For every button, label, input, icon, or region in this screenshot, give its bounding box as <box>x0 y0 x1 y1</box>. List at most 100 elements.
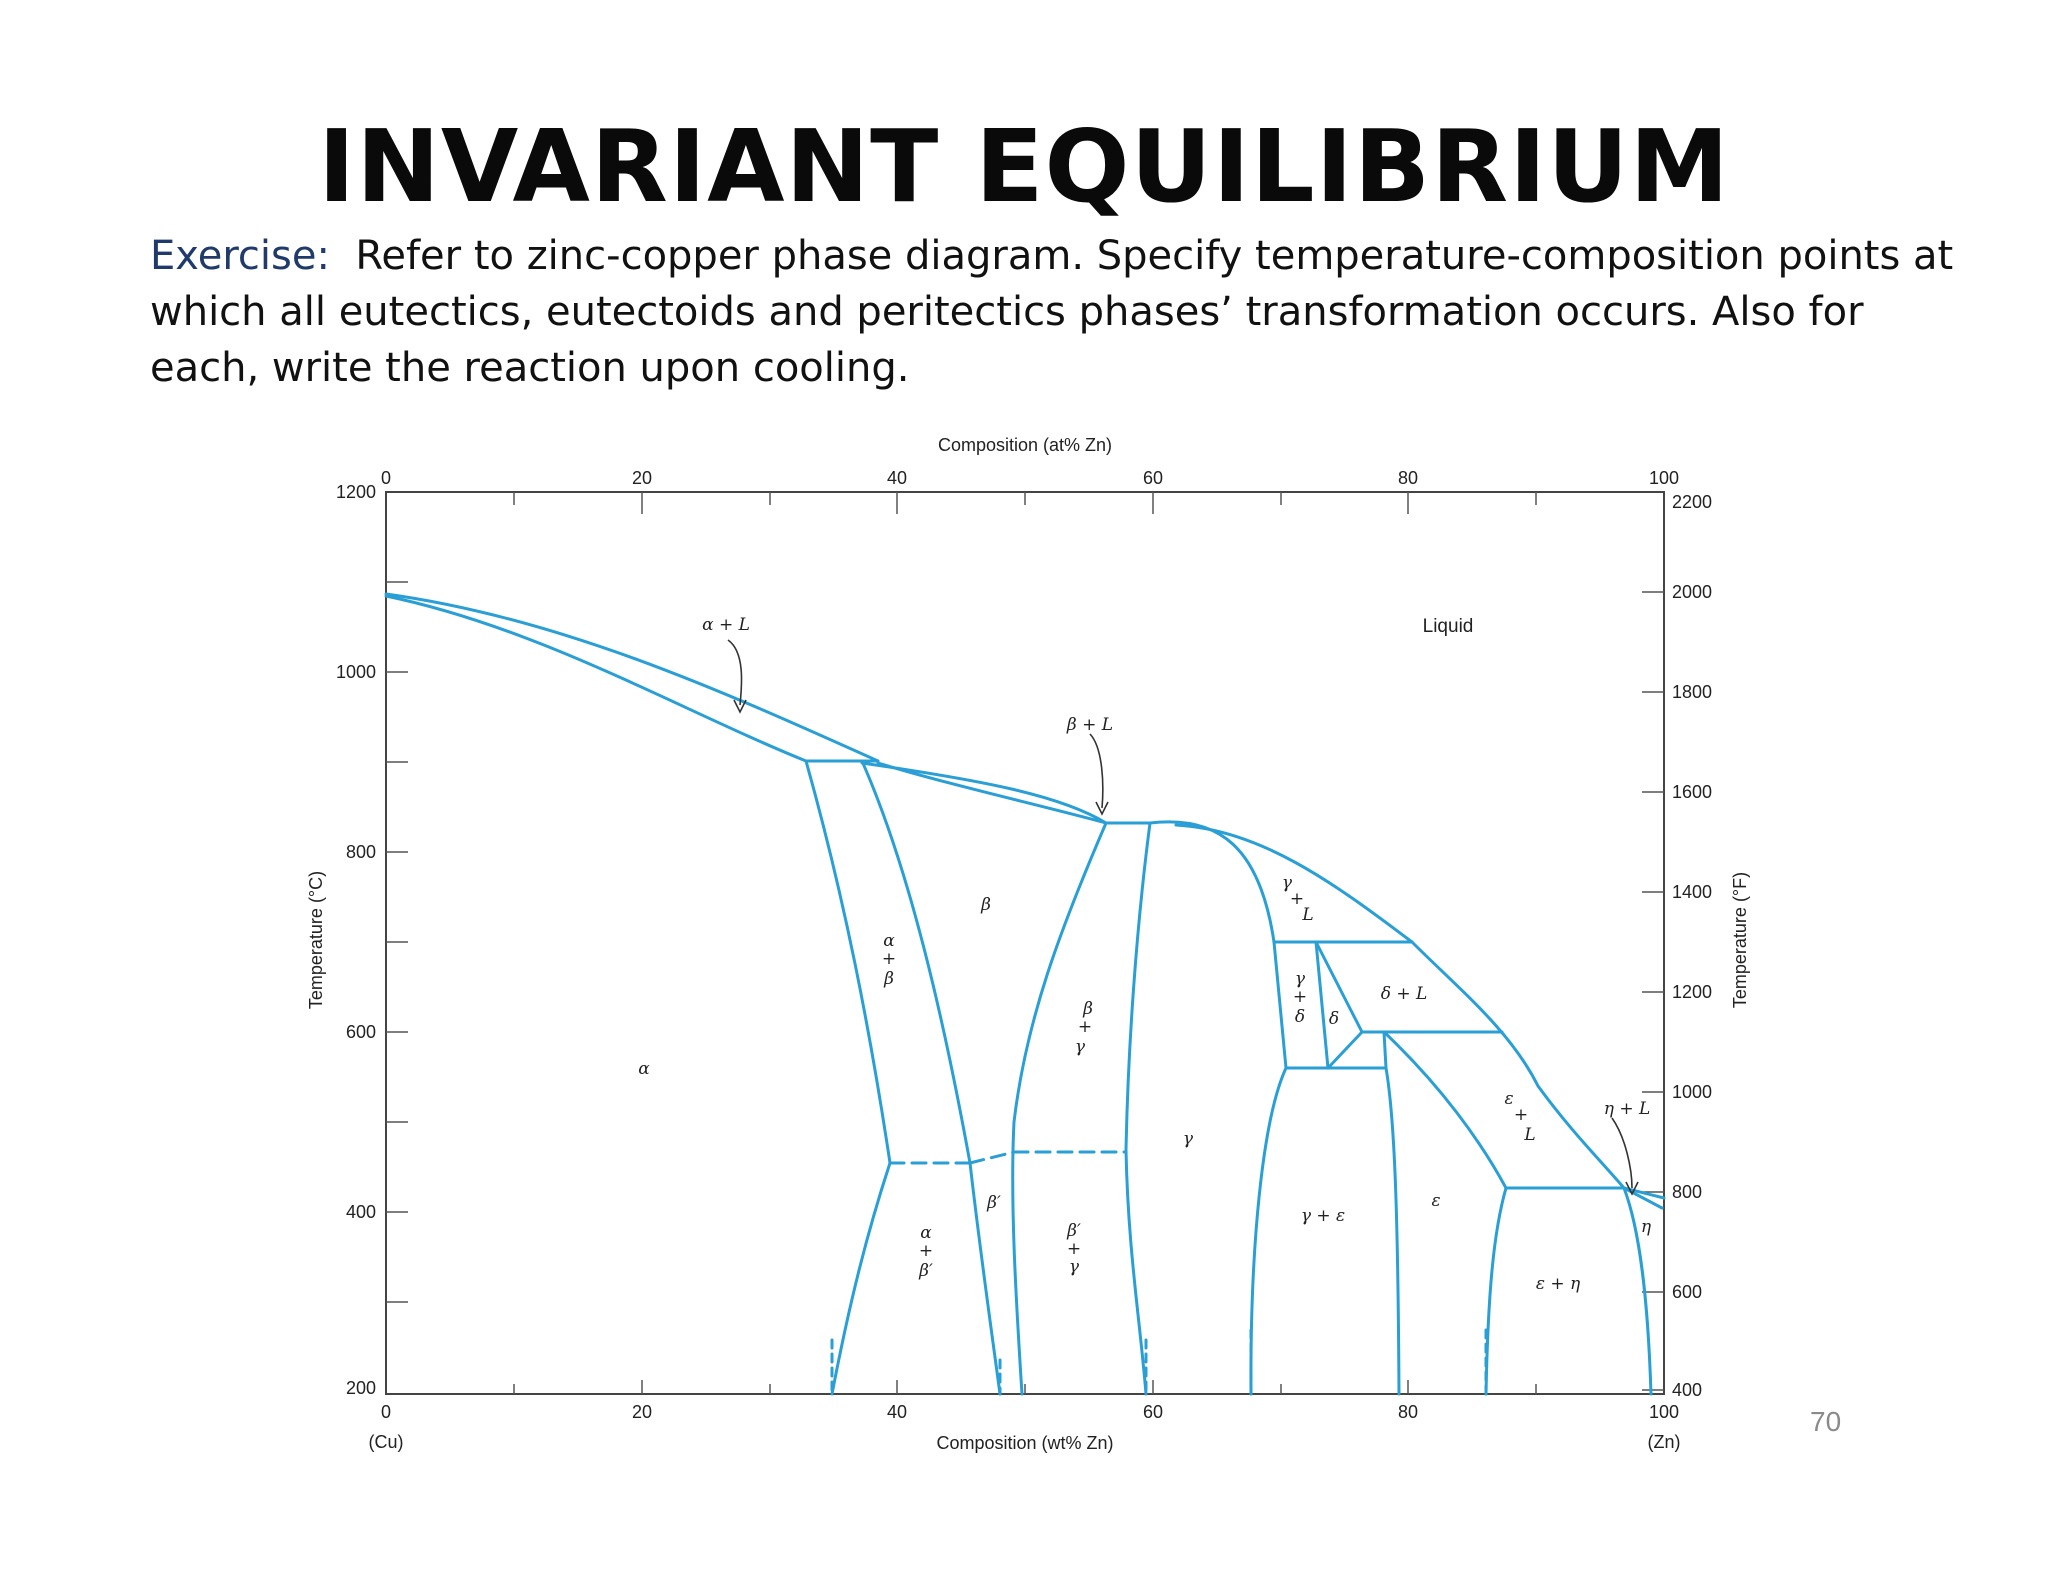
beta-L-pointer <box>1089 733 1104 809</box>
bottom-tick-label: 80 <box>1398 1402 1418 1422</box>
right-tick-label: 800 <box>1672 1182 1702 1202</box>
epsilon-liquid-solidus <box>1382 1030 1508 1190</box>
solidus-gamma <box>1148 820 1276 944</box>
top-axis-title: Composition (at% Zn) <box>938 435 1112 455</box>
label-alpha-beta-prime-3: β′ <box>918 1261 933 1281</box>
liquidus-alpha <box>384 592 880 763</box>
exercise-label: Exercise: <box>150 233 330 279</box>
right-tick-label: 2000 <box>1672 582 1712 602</box>
alpha-L-arrowhead <box>733 699 747 714</box>
order-transition-beta <box>968 1150 1016 1165</box>
left-tick-labels: 1200 1000 800 600 400 200 <box>336 482 376 1398</box>
top-tick-label: 0 <box>381 468 391 488</box>
label-beta-gamma-1: β <box>1082 999 1093 1019</box>
label-beta-prime-gamma-3: γ <box>1069 1257 1080 1277</box>
right-tick-label: 1400 <box>1672 882 1712 902</box>
eta-L-pointer <box>1611 1117 1633 1189</box>
phase-boundaries <box>384 592 1666 1396</box>
epsilon-eta-boundary <box>1484 1186 1508 1396</box>
label-epsilon-eta: ε + η <box>1536 1274 1581 1294</box>
right-axis-title: Temperature (°F) <box>1730 872 1750 1008</box>
label-beta-prime: β′ <box>986 1193 1001 1213</box>
right-tick-label: 1800 <box>1672 682 1712 702</box>
bottom-tick-label: 100 <box>1649 1402 1679 1422</box>
bottom-tick-label: 20 <box>632 1402 652 1422</box>
label-alpha-beta-prime-2: + <box>919 1241 933 1261</box>
left-tick-label: 800 <box>346 842 376 862</box>
bottom-tick-labels: 0 20 40 60 80 100 (Cu) (Zn) <box>369 1402 1681 1452</box>
label-alpha-beta-1: α <box>883 931 895 951</box>
label-beta-gamma-3: γ <box>1075 1037 1086 1057</box>
left-tick-label: 1000 <box>336 662 376 682</box>
solidus-alpha <box>384 594 808 763</box>
label-alpha: α <box>638 1059 650 1079</box>
label-eta-L: η + L <box>1604 1099 1651 1119</box>
solidus-beta <box>876 761 1108 825</box>
eta-L-arrowhead <box>1625 1181 1639 1196</box>
right-tick-label: 1200 <box>1672 982 1712 1002</box>
label-epsilon-L-2: + <box>1514 1105 1528 1125</box>
label-alpha-beta-2: + <box>882 949 896 969</box>
exercise-text: Refer to zinc-copper phase diagram. Spec… <box>150 233 1954 391</box>
right-tick-label: 2200 <box>1672 492 1712 512</box>
bottom-tick-label: 0 <box>381 1402 391 1422</box>
top-tick-label: 20 <box>632 468 652 488</box>
label-gamma-delta-2: + <box>1293 987 1307 1007</box>
top-tick-label: 100 <box>1649 468 1679 488</box>
beta-gamma-left <box>1011 821 1108 1396</box>
left-tick-label: 600 <box>346 1022 376 1042</box>
epsilon-gamma-upper <box>1382 1030 1388 1070</box>
gamma-epsilon-left <box>1249 1066 1288 1396</box>
label-gamma-delta-3: δ <box>1295 1007 1305 1027</box>
label-beta-prime-gamma-1: β′ <box>1066 1221 1081 1241</box>
label-beta-L: β + L <box>1066 715 1113 735</box>
beta-L-arrowhead <box>1095 801 1109 816</box>
label-alpha-L: α + L <box>702 615 750 635</box>
label-alpha-beta-3: β <box>883 969 894 989</box>
label-alpha-beta-prime-1: α <box>920 1223 932 1243</box>
delta-boundary-right-upper <box>1314 940 1364 1034</box>
label-gamma: γ <box>1183 1129 1194 1149</box>
label-eta: η <box>1641 1217 1652 1237</box>
label-epsilon-L-1: ε <box>1504 1089 1513 1109</box>
top-tick-label: 40 <box>887 468 907 488</box>
top-tick-label: 60 <box>1143 468 1163 488</box>
right-tick-labels: 2200 2000 1800 1600 1400 1200 1000 800 6… <box>1672 492 1712 1400</box>
delta-boundary-lower <box>1326 1030 1364 1070</box>
liquidus-upper <box>1174 823 1626 1190</box>
label-gamma-L-1: γ <box>1282 873 1293 893</box>
top-tick-labels: 0 20 40 60 80 100 <box>381 468 1679 488</box>
label-epsilon: ε <box>1431 1191 1440 1211</box>
delta-boundary-left <box>1314 940 1330 1070</box>
bottom-axis-title: Composition (wt% Zn) <box>936 1433 1113 1453</box>
label-epsilon-L-3: L <box>1523 1125 1535 1145</box>
exercise-text-block: Exercise: Refer to zinc-copper phase dia… <box>150 228 1980 396</box>
left-tick-label: 400 <box>346 1202 376 1222</box>
label-gamma-L-3: L <box>1301 905 1313 925</box>
epsilon-gamma-boundary <box>1384 1066 1401 1396</box>
bottom-tick-label: 40 <box>887 1402 907 1422</box>
label-pointers <box>727 639 1639 1196</box>
label-delta-L: δ + L <box>1381 984 1428 1004</box>
left-tick-label: 1200 <box>336 482 376 502</box>
eta-boundary <box>1622 1186 1653 1396</box>
label-gamma-delta-1: γ <box>1295 969 1306 989</box>
right-tick-label: 400 <box>1672 1380 1702 1400</box>
label-gamma-epsilon: γ + ε <box>1301 1206 1345 1226</box>
left-tick-label: 200 <box>346 1378 376 1398</box>
right-tick-label: 1000 <box>1672 1082 1712 1102</box>
top-tick-label: 80 <box>1398 468 1418 488</box>
label-beta: β <box>980 895 991 915</box>
gamma-delta-left <box>1272 940 1288 1070</box>
label-gamma-L-2: + <box>1290 889 1304 909</box>
label-delta: δ <box>1329 1009 1339 1029</box>
left-axis-title: Temperature (°C) <box>306 871 326 1009</box>
alpha-L-pointer <box>727 639 743 706</box>
alpha-beta-right <box>860 759 1002 1396</box>
label-beta-gamma-2: + <box>1078 1017 1092 1037</box>
zn-end-label: (Zn) <box>1648 1432 1681 1452</box>
right-tick-label: 600 <box>1672 1282 1702 1302</box>
alpha-beta-left <box>804 759 892 1396</box>
label-liquid: Liquid <box>1423 616 1474 637</box>
